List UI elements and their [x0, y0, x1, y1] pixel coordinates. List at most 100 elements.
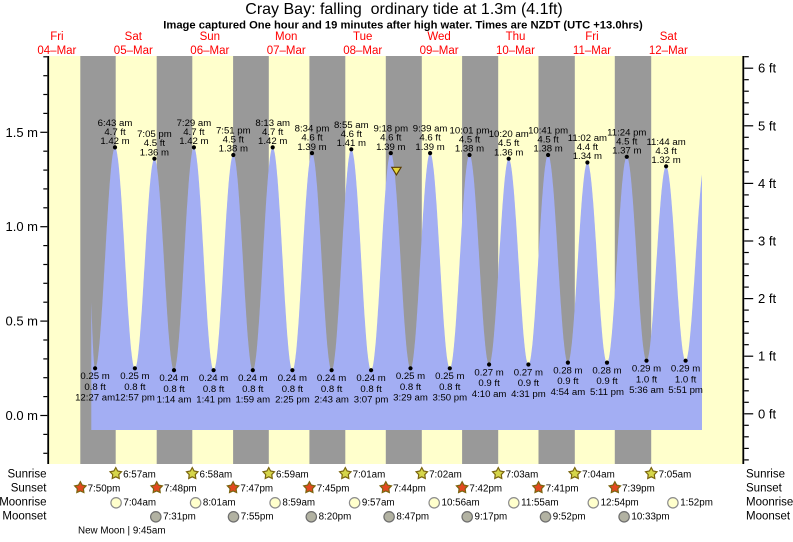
svg-text:1:14 am: 1:14 am	[157, 395, 192, 406]
svg-text:9:52pm: 9:52pm	[553, 512, 586, 523]
svg-text:8:20pm: 8:20pm	[319, 512, 352, 523]
svg-text:0.25 m: 0.25 m	[80, 371, 109, 382]
svg-text:8:55 am: 8:55 am	[334, 120, 369, 131]
svg-text:Sun: Sun	[200, 31, 220, 43]
svg-text:1.34 m: 1.34 m	[573, 151, 602, 162]
svg-text:0.25 m: 0.25 m	[396, 371, 425, 382]
svg-text:4.7 ft: 4.7 ft	[104, 127, 126, 138]
svg-text:0.29 m: 0.29 m	[671, 364, 700, 375]
svg-text:1.42 m: 1.42 m	[179, 136, 208, 147]
svg-text:4.5 ft: 4.5 ft	[537, 135, 559, 146]
svg-text:11:02 am: 11:02 am	[568, 133, 607, 144]
svg-text:0.24 m: 0.24 m	[159, 373, 188, 384]
svg-text:9:18 pm: 9:18 pm	[373, 124, 408, 135]
svg-text:9:17pm: 9:17pm	[475, 512, 508, 523]
svg-text:0.0 m: 0.0 m	[5, 408, 38, 423]
svg-text:09–Mar: 09–Mar	[420, 45, 459, 57]
svg-text:Tue: Tue	[353, 31, 372, 43]
svg-text:11–Mar: 11–Mar	[573, 45, 611, 57]
svg-text:7:04am: 7:04am	[123, 498, 156, 509]
svg-text:1.36 m: 1.36 m	[494, 147, 523, 158]
svg-text:12–Mar: 12–Mar	[649, 45, 688, 57]
svg-text:1 ft: 1 ft	[758, 349, 776, 364]
svg-text:1.32 m: 1.32 m	[651, 155, 680, 166]
svg-text:1.41 m: 1.41 m	[337, 138, 366, 149]
svg-text:6:58am: 6:58am	[200, 470, 233, 481]
svg-text:Thu: Thu	[506, 31, 526, 43]
svg-text:4.5 ft: 4.5 ft	[498, 138, 520, 149]
svg-text:7:29 am: 7:29 am	[177, 118, 212, 129]
svg-text:0.8 ft: 0.8 ft	[400, 382, 422, 393]
svg-text:4.4 ft: 4.4 ft	[577, 142, 599, 153]
svg-text:10:01 pm: 10:01 pm	[449, 126, 489, 137]
svg-text:0.8 ft: 0.8 ft	[124, 382, 146, 393]
svg-text:4:10 am: 4:10 am	[472, 389, 507, 400]
svg-text:4.5 ft: 4.5 ft	[223, 135, 245, 146]
svg-text:1.38 m: 1.38 m	[455, 144, 484, 155]
svg-text:Sat: Sat	[660, 31, 678, 43]
svg-text:Cray Bay: falling ordinary ti: Cray Bay: falling ordinary tide at 1.3m …	[245, 1, 562, 18]
svg-text:7:05am: 7:05am	[659, 470, 692, 481]
svg-text:1.39 m: 1.39 m	[297, 142, 326, 153]
svg-text:0.24 m: 0.24 m	[317, 373, 346, 384]
svg-text:10:20 am: 10:20 am	[489, 129, 529, 140]
svg-text:0 ft: 0 ft	[758, 406, 776, 421]
svg-text:1.0 ft: 1.0 ft	[636, 374, 658, 385]
svg-text:2 ft: 2 ft	[758, 291, 776, 306]
svg-text:Moonset: Moonset	[2, 511, 47, 523]
svg-text:4.7 ft: 4.7 ft	[262, 127, 284, 138]
svg-text:12:57 pm: 12:57 pm	[115, 393, 155, 404]
svg-text:1.39 m: 1.39 m	[415, 142, 444, 153]
svg-text:7:41pm: 7:41pm	[546, 484, 579, 495]
svg-text:7:48pm: 7:48pm	[164, 484, 197, 495]
svg-text:0.8 ft: 0.8 ft	[439, 382, 461, 393]
svg-text:7:51 pm: 7:51 pm	[216, 126, 251, 137]
svg-text:0.24 m: 0.24 m	[238, 373, 267, 384]
svg-text:7:03am: 7:03am	[506, 470, 539, 481]
svg-text:05–Mar: 05–Mar	[114, 45, 153, 57]
svg-text:0.8 ft: 0.8 ft	[321, 384, 343, 395]
svg-text:1.42 m: 1.42 m	[100, 136, 129, 147]
svg-text:Fri: Fri	[585, 31, 598, 43]
svg-text:2:43 am: 2:43 am	[314, 395, 349, 406]
svg-text:1:59 am: 1:59 am	[235, 395, 270, 406]
svg-text:2:25 pm: 2:25 pm	[275, 395, 310, 406]
svg-text:0.28 m: 0.28 m	[553, 365, 582, 376]
svg-text:7:50pm: 7:50pm	[88, 484, 121, 495]
svg-text:0.28 m: 0.28 m	[592, 365, 621, 376]
svg-text:0.24 m: 0.24 m	[356, 373, 385, 384]
svg-text:04–Mar: 04–Mar	[37, 45, 76, 57]
svg-text:0.25 m: 0.25 m	[120, 371, 149, 382]
svg-text:4.6 ft: 4.6 ft	[301, 133, 323, 144]
svg-text:New Moon | 9:45am: New Moon | 9:45am	[78, 526, 166, 537]
svg-text:1.5 m: 1.5 m	[5, 125, 38, 140]
svg-text:11:55am: 11:55am	[521, 498, 558, 509]
svg-text:0.27 m: 0.27 m	[514, 367, 543, 378]
svg-text:0.9 ft: 0.9 ft	[478, 378, 500, 389]
svg-text:12:54pm: 12:54pm	[601, 498, 639, 509]
svg-text:1.36 m: 1.36 m	[140, 147, 169, 158]
svg-text:08–Mar: 08–Mar	[343, 45, 382, 57]
svg-text:7:02am: 7:02am	[429, 470, 462, 481]
svg-text:4.3 ft: 4.3 ft	[655, 146, 677, 157]
svg-text:9:39 am: 9:39 am	[413, 124, 448, 135]
svg-text:1.37 m: 1.37 m	[612, 146, 641, 157]
svg-text:06–Mar: 06–Mar	[190, 45, 229, 57]
svg-text:5 ft: 5 ft	[758, 118, 776, 133]
svg-text:1.42 m: 1.42 m	[258, 136, 287, 147]
svg-text:8:01am: 8:01am	[203, 498, 236, 509]
svg-text:7:05 pm: 7:05 pm	[137, 129, 172, 140]
svg-text:0.8 ft: 0.8 ft	[163, 384, 185, 395]
svg-text:Sunrise: Sunrise	[8, 469, 47, 481]
svg-text:4.5 ft: 4.5 ft	[459, 135, 481, 146]
svg-text:10:56am: 10:56am	[442, 498, 480, 509]
svg-text:0.9 ft: 0.9 ft	[518, 378, 540, 389]
svg-text:Image captured One hour and 19: Image captured One hour and 19 minutes a…	[163, 20, 643, 32]
svg-text:3:29 am: 3:29 am	[393, 393, 428, 404]
svg-text:4.6 ft: 4.6 ft	[341, 129, 363, 140]
svg-text:0.8 ft: 0.8 ft	[360, 384, 382, 395]
svg-text:Wed: Wed	[427, 31, 450, 43]
svg-text:3 ft: 3 ft	[758, 234, 776, 249]
svg-text:4.5 ft: 4.5 ft	[616, 136, 638, 147]
svg-text:7:44pm: 7:44pm	[393, 484, 426, 495]
